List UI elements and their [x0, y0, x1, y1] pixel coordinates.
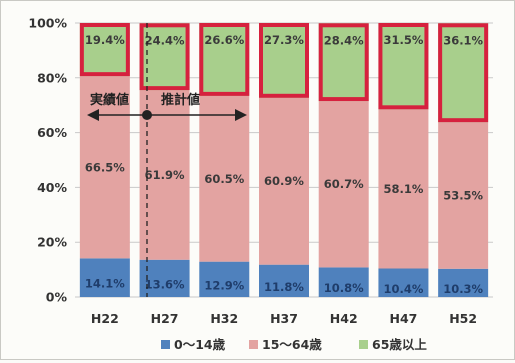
data-label: 60.7%: [324, 177, 364, 191]
bar-segment: [199, 95, 250, 262]
legend-label: 65歳以上: [372, 337, 427, 352]
legend-swatch: [359, 340, 368, 349]
legend-label: 15～64歳: [262, 337, 322, 352]
legend: 0～14歳 15～64歳 65歳以上: [161, 337, 427, 352]
annotations: 実績値 推計値: [87, 23, 247, 297]
legend-label: 0～14歳: [174, 337, 226, 352]
data-label: 58.1%: [383, 182, 423, 196]
x-tick-label: H42: [330, 311, 358, 326]
data-label: 13.6%: [145, 277, 185, 291]
bar-segment: [259, 97, 309, 265]
highlight-box: [378, 23, 429, 110]
x-tick-label: H32: [210, 311, 238, 326]
y-tick-label: 60%: [37, 125, 67, 140]
data-label: 10.4%: [383, 282, 423, 296]
bar-segment: [318, 267, 369, 297]
bar-segment: [378, 23, 429, 110]
bar-segment: [139, 23, 190, 91]
x-tick-label: H22: [91, 311, 119, 326]
data-label: 19.4%: [85, 33, 125, 47]
bar-segment: [199, 23, 250, 96]
data-label: 60.5%: [204, 172, 244, 186]
projected-label: 推計値: [161, 92, 200, 108]
actual-label: 実績値: [90, 92, 129, 108]
data-label: 27.3%: [264, 33, 304, 47]
data-label: 66.5%: [85, 160, 125, 174]
x-tick-label: H52: [449, 311, 477, 326]
bar-segment: [79, 76, 130, 259]
bar-segment: [438, 268, 489, 297]
data-label: 61.9%: [145, 168, 185, 182]
data-label: 28.4%: [324, 33, 364, 47]
highlight-box: [438, 23, 489, 123]
y-tick-label: 40%: [37, 180, 67, 195]
y-tick-label: 0%: [46, 290, 68, 305]
highlight-boxes: [79, 23, 489, 123]
data-label: 36.1%: [443, 33, 483, 47]
bars: [79, 23, 489, 297]
bar-segment: [199, 261, 250, 297]
data-label: 31.5%: [383, 33, 423, 47]
x-tick-label: H37: [270, 311, 298, 326]
bar-segment: [378, 268, 429, 297]
highlight-box: [318, 23, 369, 102]
data-label: 10.3%: [443, 282, 483, 296]
divider-point: [142, 110, 152, 120]
y-tick-label: 20%: [37, 235, 67, 250]
y-axis: 0% 20% 40% 60% 80% 100%: [28, 16, 67, 305]
y-tick-label: 80%: [37, 70, 67, 85]
bar-segment: [318, 23, 369, 102]
bar-segment: [79, 23, 130, 77]
bar-segment: [139, 259, 190, 297]
x-axis: H22 H27 H32 H37 H42 H47 H52: [91, 311, 477, 326]
data-label: 26.6%: [204, 33, 244, 47]
highlight-box: [139, 23, 190, 91]
y-tick-label: 100%: [28, 16, 67, 31]
highlight-box: [259, 23, 309, 98]
actual-arrow-head: [87, 109, 99, 121]
data-label: 60.9%: [264, 174, 304, 188]
data-label: 11.8%: [264, 280, 304, 294]
bar-segment: [378, 109, 429, 269]
highlight-box: [79, 23, 130, 77]
data-label: 10.8%: [324, 281, 364, 295]
data-label: 14.1%: [85, 277, 125, 291]
legend-swatch: [249, 340, 258, 349]
bar-segment: [259, 23, 309, 98]
data-label: 53.5%: [443, 188, 483, 202]
bar-segment: [259, 264, 309, 297]
x-tick-label: H47: [389, 311, 417, 326]
bar-segment: [79, 258, 130, 297]
highlight-box: [199, 23, 250, 96]
bar-segment: [438, 122, 489, 269]
x-tick-label: H27: [151, 311, 179, 326]
data-label: 12.9%: [204, 278, 244, 292]
legend-swatch: [161, 340, 170, 349]
bar-segment: [318, 101, 369, 268]
projected-arrow-head: [235, 109, 247, 121]
bar-segment: [438, 23, 489, 123]
data-labels: 14.1% 66.5% 19.4% 13.6% 61.9% 24.4% 12.9% 60.5%…: [85, 33, 484, 296]
data-label: 24.4%: [145, 33, 185, 47]
